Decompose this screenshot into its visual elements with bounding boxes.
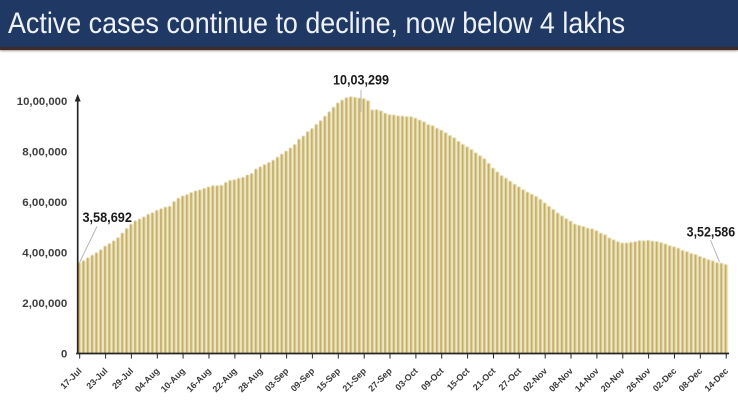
svg-text:22-Aug: 22-Aug	[210, 366, 238, 394]
svg-text:21-Oct: 21-Oct	[471, 366, 498, 393]
svg-text:0: 0	[61, 348, 67, 360]
svg-text:10,00,000: 10,00,000	[17, 96, 68, 108]
svg-text:29-Jul: 29-Jul	[110, 366, 135, 391]
svg-text:04-Aug: 04-Aug	[133, 366, 161, 394]
svg-text:28-Aug: 28-Aug	[236, 366, 264, 394]
svg-text:03-Sep: 03-Sep	[263, 365, 291, 393]
svg-text:15-Oct: 15-Oct	[445, 366, 472, 393]
svg-text:02-Dec: 02-Dec	[651, 366, 679, 394]
svg-text:02-Nov: 02-Nov	[521, 366, 549, 394]
svg-text:14-Nov: 14-Nov	[573, 366, 601, 394]
svg-text:3,58,692: 3,58,692	[82, 210, 132, 225]
svg-text:08-Dec: 08-Dec	[677, 366, 705, 394]
svg-text:3,52,586: 3,52,586	[687, 225, 736, 240]
svg-text:17-Jul: 17-Jul	[58, 366, 83, 391]
svg-text:21-Sep: 21-Sep	[340, 365, 368, 393]
svg-text:08-Nov: 08-Nov	[547, 366, 575, 394]
svg-text:6,00,000: 6,00,000	[22, 197, 67, 209]
svg-text:26-Nov: 26-Nov	[625, 366, 653, 394]
svg-text:09-Oct: 09-Oct	[419, 366, 446, 393]
svg-text:2,00,000: 2,00,000	[22, 298, 67, 310]
svg-text:10-Aug: 10-Aug	[159, 366, 187, 394]
svg-text:15-Sep: 15-Sep	[315, 365, 343, 393]
svg-text:14-Dec: 14-Dec	[702, 366, 730, 394]
svg-text:27-Oct: 27-Oct	[497, 366, 524, 393]
svg-text:10,03,299: 10,03,299	[333, 73, 389, 88]
svg-text:4,00,000: 4,00,000	[22, 247, 67, 259]
svg-text:16-Aug: 16-Aug	[185, 366, 213, 394]
svg-text:27-Sep: 27-Sep	[366, 365, 394, 393]
svg-text:23-Jul: 23-Jul	[84, 366, 109, 391]
svg-text:8,00,000: 8,00,000	[22, 147, 67, 159]
svg-text:03-Oct: 03-Oct	[393, 366, 420, 393]
svg-text:09-Sep: 09-Sep	[289, 365, 317, 393]
svg-text:20-Nov: 20-Nov	[599, 366, 627, 394]
